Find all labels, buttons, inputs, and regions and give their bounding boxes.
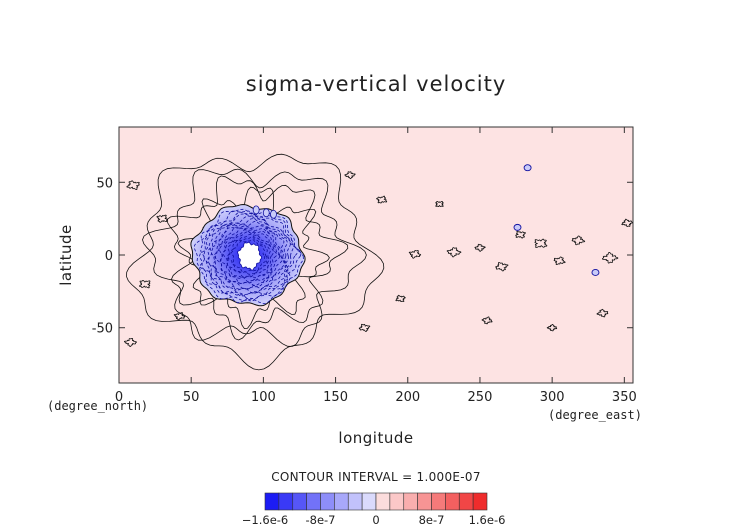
negative-contour-ring: [230, 239, 266, 273]
negative-contour-ring: [227, 234, 271, 278]
colorbar-swatch: [389, 492, 405, 511]
contour-blob: [602, 251, 619, 264]
y-tick-label: 0: [105, 249, 113, 264]
chart-title: sigma-vertical velocity: [246, 72, 507, 96]
positive-contour-ring: [167, 175, 349, 341]
x-tick-label: 150: [323, 390, 348, 405]
negative-contour-ring: [227, 236, 268, 275]
contour-blob: [495, 262, 509, 272]
contour-blob: [123, 338, 137, 348]
contour-blob: [474, 243, 486, 252]
colorbar-swatch: [320, 492, 335, 511]
colorbar-swatch: [403, 492, 418, 511]
contour-blob: [376, 195, 388, 204]
negative-contour-ring: [203, 213, 295, 295]
colorbar-swatch: [472, 492, 488, 511]
colorbar-swatch: [445, 492, 460, 511]
negative-cell: [591, 269, 600, 276]
x-axis-label: longitude: [338, 429, 413, 447]
x-tick-label: 250: [468, 390, 493, 405]
colorbar-swatch: [431, 492, 446, 511]
colorbar-tick-label: 8e-7: [419, 513, 445, 527]
colorbar-tick-label: 1.6e-6: [469, 513, 506, 527]
contour-blob: [139, 280, 151, 289]
positive-contour-ring: [142, 168, 367, 347]
colorbar-swatch: [292, 492, 307, 511]
y-tick-label: -50: [92, 322, 113, 337]
x-tick-label: 100: [251, 390, 276, 405]
contour-blob: [621, 218, 633, 227]
x-tick-label: 200: [395, 390, 420, 405]
colorbar-swatch: [458, 492, 474, 511]
contour-blob: [156, 214, 168, 223]
contour-blob: [596, 308, 609, 318]
positive-contour-ring: [177, 186, 330, 330]
negative-contour-ring: [210, 220, 287, 291]
colorbar-tick-label: 0: [372, 513, 379, 527]
negative-cell: [252, 205, 260, 215]
colorbar: [264, 492, 488, 511]
colorbar-swatch: [347, 492, 363, 511]
negative-contour-ring: [215, 226, 283, 286]
contour-blob: [515, 230, 526, 239]
contour-blob: [435, 201, 444, 207]
contour-blob: [571, 235, 586, 246]
negative-contour-ring: [222, 231, 274, 279]
negative-contour-ring: [220, 229, 278, 283]
colorbar-swatch: [417, 492, 432, 511]
y-unit-label: (degree_north): [47, 399, 148, 413]
x-tick-label: 350: [612, 390, 637, 405]
negative-contour-ring: [207, 218, 288, 294]
colorbar-tick-label: −1.6e-6: [242, 513, 288, 527]
negative-cell: [523, 164, 532, 172]
colorbar-tick-labels: −1.6e-6 -8e-7 0 8e-7 1.6e-6: [242, 513, 506, 527]
contour-blob: [358, 323, 371, 332]
negative-contour-ring: [199, 210, 302, 304]
contour-blob: [395, 294, 406, 302]
contour-blob: [553, 256, 566, 265]
descent-vortex: [190, 164, 600, 307]
colorbar-swatch: [278, 492, 294, 511]
x-unit-label: (degree_east): [548, 408, 642, 422]
y-axis-ticks: -50 0 50: [92, 176, 633, 337]
colorbar-swatch: [361, 492, 377, 511]
x-tick-label: 300: [540, 390, 565, 405]
x-axis-ticks: 0 50 100 150 200 250 300 350: [115, 127, 637, 405]
negative-cell: [270, 209, 277, 219]
negative-contour-ring: [199, 211, 299, 302]
colorbar-swatch: [375, 492, 391, 511]
contour-blob: [173, 312, 186, 321]
contour-blob: [534, 238, 548, 248]
contour-blob: [344, 171, 356, 180]
vortex-core: [237, 241, 263, 271]
y-tick-label: 50: [96, 176, 113, 191]
contour-blob: [446, 247, 462, 258]
negative-contour-ring: [213, 225, 285, 290]
plot-area: [119, 127, 633, 383]
contour-interval-label: CONTOUR INTERVAL = 1.000E-07: [271, 470, 481, 484]
colorbar-tick-label: -8e-7: [305, 513, 335, 527]
contour-lines: [123, 153, 633, 371]
colorbar-swatch: [306, 492, 321, 511]
y-axis-label: latitude: [57, 224, 75, 286]
negative-cell: [513, 223, 522, 231]
colorbar-swatch: [264, 492, 280, 511]
positive-contour-ring: [126, 153, 385, 371]
contour-blob: [408, 250, 422, 259]
colorbar-swatch: [334, 492, 349, 511]
x-tick-label: 50: [183, 390, 200, 405]
negative-cell: [262, 208, 270, 218]
contour-blob: [126, 180, 140, 190]
x-tick-label: 0: [115, 390, 123, 405]
contour-blob: [481, 316, 493, 325]
contour-blob: [546, 324, 558, 332]
